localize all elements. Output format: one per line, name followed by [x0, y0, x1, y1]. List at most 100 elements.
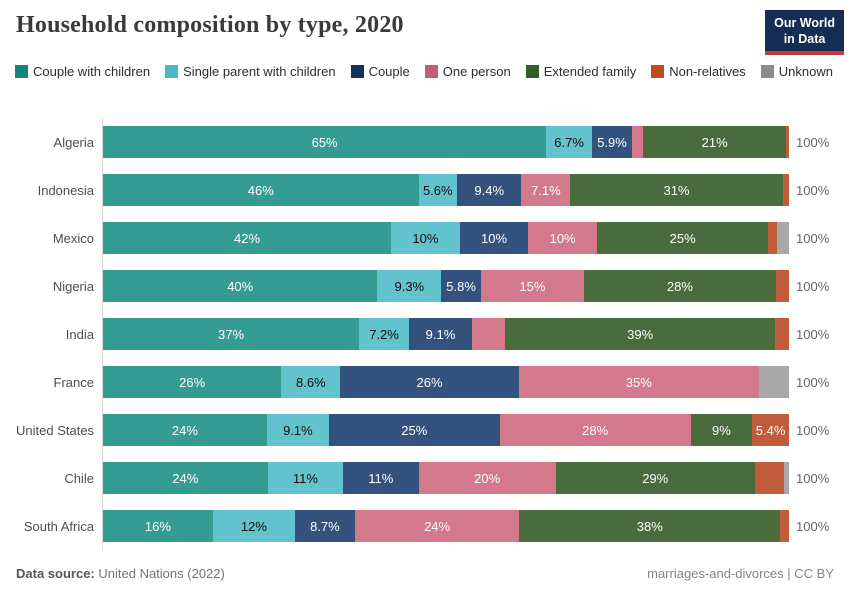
stacked-bar-france: 26% 8.6% 26% 35% [103, 366, 789, 398]
bar-segment-extended-family[interactable]: 31% [570, 174, 783, 206]
bar-segment-couple[interactable]: 5.9% [591, 126, 633, 158]
stacked-bar-united-states: 24% 9.1% 25% 28% 9% 5.4% [103, 414, 789, 446]
legend-swatch-icon [165, 65, 179, 78]
bar-segment-extended-family[interactable]: 39% [505, 318, 776, 350]
bar-segment-extended-family[interactable]: 28% [583, 270, 776, 302]
bar-segment-extended-family[interactable]: 29% [555, 462, 755, 494]
bar-segment-couple[interactable]: 26% [340, 366, 519, 398]
bar-segment-one-person[interactable]: 28% [499, 414, 691, 446]
legend-label: Unknown [778, 64, 833, 79]
bar-segment-single-parent-with-children[interactable]: 8.6% [281, 366, 341, 398]
bar-segment-non-relatives[interactable] [775, 318, 790, 350]
bar-segment-non-relatives[interactable] [754, 462, 784, 494]
bar-segment-couple-with-children[interactable]: 65% [103, 126, 547, 158]
bar-segment-one-person[interactable] [632, 126, 644, 158]
chart-row-united-states: United States 24% 9.1% 25% 28% 9% 5.4% 100% [16, 406, 829, 454]
bar-segment-couple-with-children[interactable]: 24% [103, 462, 268, 494]
legend-label: Couple with children [33, 64, 151, 79]
legend-item-single-parent-with-children[interactable]: Single parent with children [165, 64, 336, 79]
stacked-bar-indonesia: 46% 5.6% 9.4% 7.1% 31% [103, 174, 789, 206]
bar-segment-couple-with-children[interactable]: 26% [103, 366, 282, 398]
bar-segment-single-parent-with-children[interactable]: 11% [267, 462, 344, 494]
bar-segment-couple[interactable]: 10% [459, 222, 529, 254]
bar-segment-unknown[interactable] [777, 222, 789, 254]
legend: Couple with children Single parent with c… [15, 64, 837, 79]
bar-segment-one-person[interactable]: 35% [518, 366, 759, 398]
total-label: 100% [796, 134, 830, 150]
legend-swatch-icon [424, 65, 438, 78]
data-source-value: United Nations (2022) [98, 566, 225, 581]
country-label: Chile [64, 470, 94, 486]
country-label: France [53, 374, 94, 390]
bar-segment-single-parent-with-children[interactable]: 10% [391, 222, 460, 254]
page-title: Household composition by type, 2020 [16, 12, 404, 38]
bar-segment-single-parent-with-children[interactable]: 9.3% [377, 270, 442, 302]
bar-segment-couple-with-children[interactable]: 24% [103, 414, 267, 446]
chart-row-south-africa: South Africa 16% 12% 8.7% 24% 38% 100% [16, 502, 829, 550]
bar-segment-single-parent-with-children[interactable]: 9.1% [266, 414, 329, 446]
bar-segment-extended-family[interactable]: 25% [596, 222, 769, 254]
legend-label: Extended family [543, 64, 637, 79]
legend-swatch-icon [15, 65, 28, 78]
stacked-bar-mexico: 42% 10% 10% 10% 25% [103, 222, 789, 254]
legend-swatch-icon [651, 65, 665, 78]
total-label: 100% [796, 230, 830, 246]
bar-segment-single-parent-with-children[interactable]: 5.6% [418, 174, 457, 206]
total-label: 100% [796, 326, 830, 342]
bar-segment-extended-family[interactable]: 9% [690, 414, 753, 446]
bar-segment-non-relatives[interactable] [775, 270, 789, 302]
chart-row-nigeria: Nigeria 40% 9.3% 5.8% 15% 28% 100% [16, 262, 829, 310]
bar-segment-one-person[interactable]: 7.1% [521, 174, 571, 206]
stacked-bar-south-africa: 16% 12% 8.7% 24% 38% [103, 510, 790, 542]
footer: Data source: United Nations (2022) marri… [16, 566, 834, 581]
bar-segment-non-relatives[interactable] [786, 126, 789, 158]
bar-segment-single-parent-with-children[interactable]: 6.7% [546, 126, 592, 158]
legend-item-couple[interactable]: Couple [350, 64, 410, 79]
country-label: Nigeria [52, 278, 94, 294]
bar-segment-extended-family[interactable]: 38% [519, 510, 781, 542]
bar-segment-non-relatives[interactable]: 5.4% [752, 414, 789, 446]
bar-segment-non-relatives[interactable] [780, 510, 790, 542]
bar-segment-couple[interactable]: 9.4% [456, 174, 522, 206]
bar-segment-one-person[interactable]: 10% [528, 222, 597, 254]
bar-segment-couple-with-children[interactable]: 42% [103, 222, 392, 254]
bar-segment-couple[interactable]: 11% [343, 462, 419, 494]
bar-segment-one-person[interactable]: 20% [418, 462, 556, 494]
legend-item-one-person[interactable]: One person [424, 64, 511, 79]
legend-item-unknown[interactable]: Unknown [760, 64, 833, 79]
bar-segment-unknown[interactable] [758, 366, 789, 398]
bar-segment-couple[interactable]: 5.8% [441, 270, 481, 302]
bar-segment-extended-family[interactable]: 21% [643, 126, 787, 158]
legend-swatch-icon [525, 65, 539, 78]
bar-segment-non-relatives[interactable] [782, 174, 789, 206]
bar-segment-unknown[interactable] [783, 462, 789, 494]
data-source-label: Data source: [16, 566, 95, 581]
country-label: Mexico [52, 230, 94, 246]
bar-segment-one-person[interactable]: 24% [354, 510, 520, 542]
bar-segment-couple-with-children[interactable]: 40% [103, 270, 378, 302]
bar-segment-couple[interactable]: 9.1% [408, 318, 472, 350]
bar-segment-non-relatives[interactable] [768, 222, 778, 254]
data-source: Data source: United Nations (2022) [16, 566, 225, 581]
legend-label: Single parent with children [183, 64, 336, 79]
chart-row-india: India 37% 7.2% 9.1% 39% 100% [16, 310, 829, 358]
bar-segment-single-parent-with-children[interactable]: 7.2% [359, 318, 409, 350]
stacked-bar-india: 37% 7.2% 9.1% 39% [103, 318, 790, 350]
bar-segment-one-person[interactable] [471, 318, 506, 350]
bar-segment-couple-with-children[interactable]: 37% [103, 318, 360, 350]
bar-segment-one-person[interactable]: 15% [480, 270, 584, 302]
country-label: India [65, 326, 94, 342]
legend-swatch-icon [350, 65, 364, 78]
bar-segment-couple-with-children[interactable]: 46% [103, 174, 419, 206]
legend-item-non-relatives[interactable]: Non-relatives [651, 64, 746, 79]
bar-segment-couple[interactable]: 8.7% [295, 510, 355, 542]
license-note[interactable]: marriages-and-divorces | CC BY [647, 566, 834, 581]
bar-segment-couple[interactable]: 25% [328, 414, 500, 446]
bar-segment-single-parent-with-children[interactable]: 12% [212, 510, 296, 542]
owid-logo[interactable]: Our World in Data [765, 10, 844, 55]
bar-segment-couple-with-children[interactable]: 16% [103, 510, 213, 542]
legend-item-extended-family[interactable]: Extended family [525, 64, 637, 79]
country-label: South Africa [23, 518, 94, 534]
legend-item-couple-with-children[interactable]: Couple with children [15, 64, 150, 79]
